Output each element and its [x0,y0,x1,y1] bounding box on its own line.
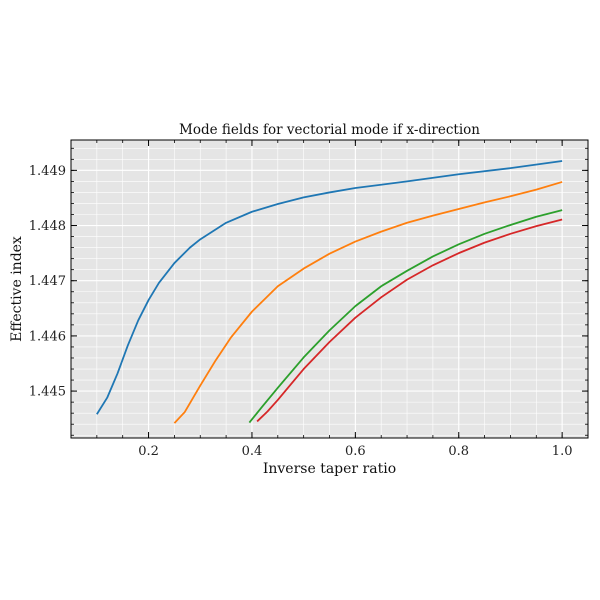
y-tick-label: 1.447 [29,274,66,289]
x-tick-label: 1.0 [552,444,573,459]
y-tick-label: 1.448 [29,219,66,234]
y-tick-label: 1.449 [29,164,66,179]
x-axis-title: Inverse taper ratio [263,461,396,477]
y-tick-label: 1.446 [29,329,66,344]
series-line-4 [256,218,563,423]
x-tick-label: 0.6 [345,444,366,459]
y-axis-title: Effective index [9,236,25,342]
x-tick-label: 0.2 [138,444,159,459]
x-tick-label: 0.8 [448,444,469,459]
y-tick-label: 1.445 [29,385,66,400]
series-line-3 [248,209,563,424]
series-line-2 [173,181,563,424]
series-line-1 [96,160,563,415]
chart-title: Mode fields for vectorial mode if x-dire… [179,122,480,138]
x-tick-label: 0.4 [242,444,263,459]
